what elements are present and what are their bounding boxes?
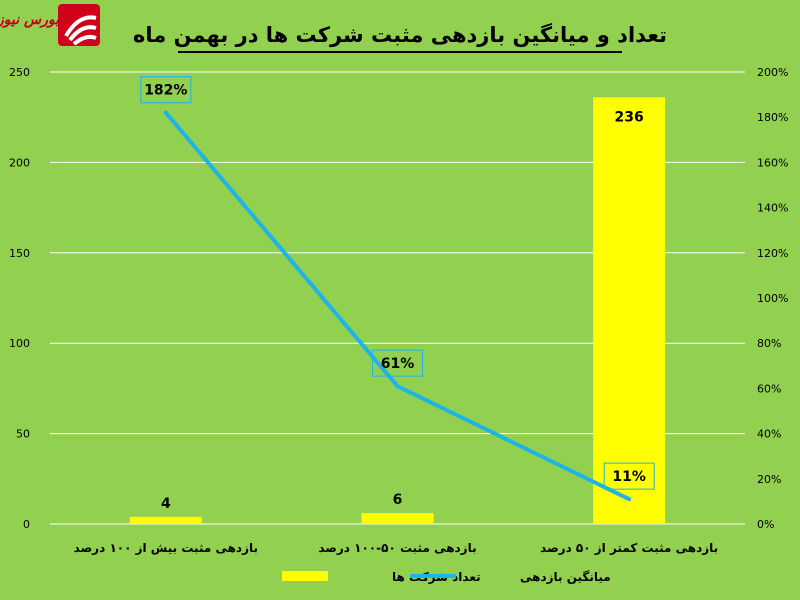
bar-data-label: 6 xyxy=(393,492,403,508)
line-data-label: 182% xyxy=(144,83,187,99)
bar-data-label: 236 xyxy=(615,109,644,125)
right-tick-label: 0% xyxy=(757,518,774,531)
chart-title: تعداد و میانگین بازدهی مثبت شرکت ها در ب… xyxy=(133,22,667,47)
right-tick-label: 20% xyxy=(757,473,781,486)
series-line xyxy=(164,111,631,501)
category-label: بازدهی مثبت کمتر از ۵۰ درصد xyxy=(540,541,718,555)
left-tick-label: 0 xyxy=(23,518,30,531)
line-data-label: 11% xyxy=(612,469,646,485)
right-tick-label: 200% xyxy=(757,66,788,79)
right-tick-label: 120% xyxy=(757,247,788,260)
logo-mark-icon xyxy=(64,15,97,46)
line-data-label: 61% xyxy=(381,356,415,372)
right-axis-ticks: 0% 20% 40% 60% 80% 100% 120% 140% 160% 180% 200% xyxy=(757,66,788,531)
line-point xyxy=(163,110,168,115)
line-label-box xyxy=(372,349,423,377)
right-tick-label: 60% xyxy=(757,382,781,395)
legend-label-line: میانگین بازدهی xyxy=(520,570,611,584)
left-tick-label: 100 xyxy=(9,337,30,350)
right-tick-label: 140% xyxy=(757,202,788,215)
line-point xyxy=(395,384,400,389)
left-tick-label: 50 xyxy=(16,428,30,441)
left-tick-label: 200 xyxy=(9,156,30,169)
legend-swatch-bars xyxy=(282,571,328,581)
left-tick-label: 250 xyxy=(9,66,30,79)
left-tick-label: 150 xyxy=(9,247,30,260)
bar xyxy=(361,513,434,524)
brand-logo: بورس نیوز xyxy=(0,4,100,46)
category-label: بازدهی مثبت بیش از ۱۰۰ درصد xyxy=(74,541,258,555)
category-label: بازدهی مثبت ۵۰-۱۰۰ درصد xyxy=(318,541,476,555)
left-axis-ticks: 0 50 100 150 200 250 xyxy=(9,66,30,531)
line-label-box xyxy=(140,76,192,104)
legend: تعداد شرکت ها میانگین بازدهی xyxy=(282,570,611,584)
bar xyxy=(593,97,666,524)
line-series: 182% 61% 11% xyxy=(140,76,655,502)
bar-series: 4 6 236 xyxy=(129,97,666,524)
right-tick-label: 180% xyxy=(757,111,788,124)
right-tick-label: 40% xyxy=(757,428,781,441)
right-tick-label: 80% xyxy=(757,337,781,350)
bar xyxy=(129,516,202,524)
category-labels: بازدهی مثبت بیش از ۱۰۰ درصد بازدهی مثبت ۵… xyxy=(74,541,719,555)
right-tick-label: 100% xyxy=(757,292,788,305)
line-label-box xyxy=(603,462,655,490)
line-point xyxy=(627,497,632,502)
right-tick-label: 160% xyxy=(757,156,788,169)
logo-text: بورس نیوز xyxy=(0,12,60,28)
bar-data-label: 4 xyxy=(161,496,171,512)
